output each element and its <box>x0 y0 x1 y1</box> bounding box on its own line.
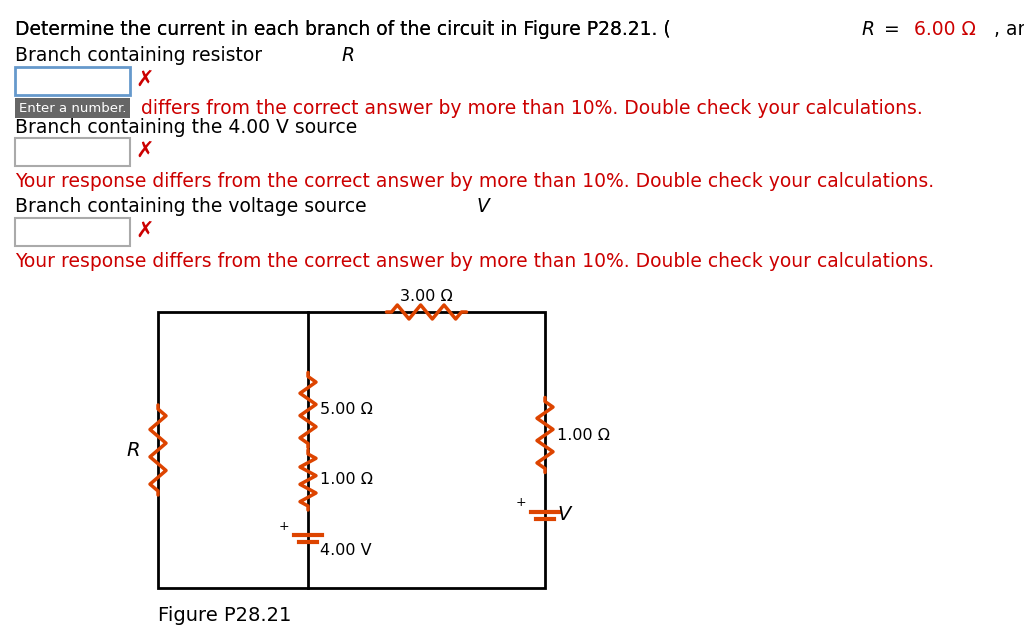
Text: ✗: ✗ <box>135 141 154 161</box>
Bar <box>158 312 545 588</box>
Text: 3.00 Ω: 3.00 Ω <box>400 289 453 304</box>
Text: R: R <box>342 46 354 65</box>
Text: +: + <box>515 496 526 510</box>
Text: V: V <box>476 197 489 216</box>
Text: Enter a number.: Enter a number. <box>19 101 126 115</box>
Bar <box>15 218 130 246</box>
Text: Determine the current in each branch of the circuit in Figure P28.21. (⁠R⁠ = 6.0: Determine the current in each branch of … <box>15 20 939 39</box>
Text: Your response differs from the correct answer by more than 10%. Double check you: Your response differs from the correct a… <box>15 172 934 191</box>
Text: 6.00 Ω: 6.00 Ω <box>913 20 976 39</box>
Text: R: R <box>861 20 874 39</box>
Text: 1.00 Ω: 1.00 Ω <box>557 427 610 443</box>
Bar <box>15 67 130 95</box>
Text: =: = <box>878 20 905 39</box>
Text: Determine the current in each branch of the circuit in Figure P28.21. (: Determine the current in each branch of … <box>15 20 671 39</box>
Text: 4.00 V: 4.00 V <box>319 543 372 558</box>
Text: Your response differs from the correct answer by more than 10%. Double check you: Your response differs from the correct a… <box>15 252 934 271</box>
Bar <box>15 98 130 118</box>
Text: R: R <box>127 441 140 459</box>
Text: Branch containing the 4.00 V source: Branch containing the 4.00 V source <box>15 118 357 137</box>
Text: V: V <box>557 506 570 524</box>
Text: Determine the current in each branch of the circuit in Figure P28.21. (: Determine the current in each branch of … <box>15 20 671 39</box>
Text: +: + <box>279 520 289 533</box>
Text: ✗: ✗ <box>135 221 154 241</box>
Text: ✗: ✗ <box>135 70 154 90</box>
Text: differs from the correct answer by more than 10%. Double check your calculations: differs from the correct answer by more … <box>135 99 923 117</box>
Bar <box>15 138 130 166</box>
Text: Figure P28.21: Figure P28.21 <box>158 606 292 625</box>
Text: 1.00 Ω: 1.00 Ω <box>319 473 373 487</box>
Text: Branch containing the voltage source: Branch containing the voltage source <box>15 197 373 216</box>
Text: Branch containing resistor: Branch containing resistor <box>15 46 268 65</box>
Text: 5.00 Ω: 5.00 Ω <box>319 403 373 417</box>
Text: , and: , and <box>993 20 1024 39</box>
